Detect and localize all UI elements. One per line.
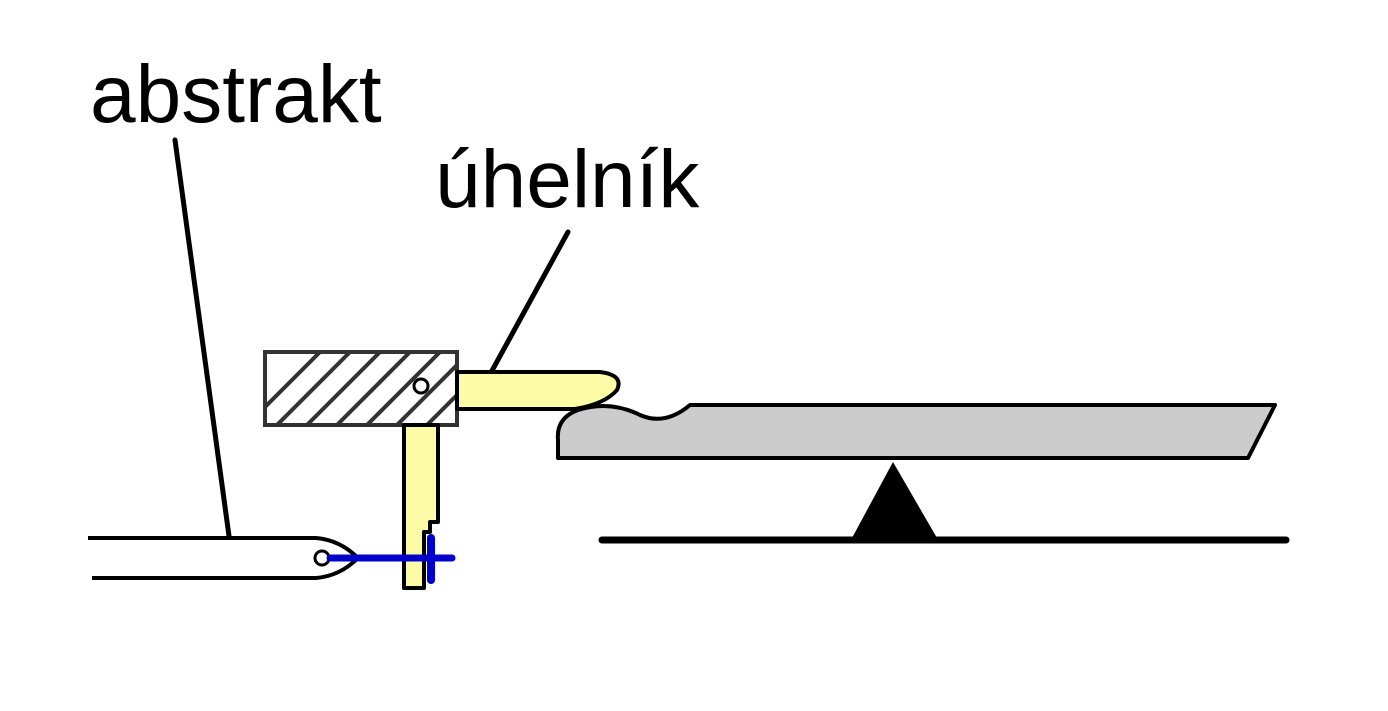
rail-block-hatching	[265, 352, 457, 425]
hatch-line	[265, 352, 322, 410]
key-lever	[555, 403, 1277, 460]
square-vertical-arm	[402, 423, 440, 590]
leader-line-abstrakt	[172, 137, 235, 561]
hatch-line	[364, 352, 442, 425]
key-fulcrum	[852, 462, 937, 538]
hatch-line	[274, 352, 352, 425]
label-uhelnik: úhelník	[435, 134, 700, 225]
hatch-line	[424, 392, 457, 425]
leader-line-uhelnik	[485, 229, 571, 381]
hatch-line	[304, 352, 382, 425]
label-abstrakt: abstrakt	[90, 49, 382, 140]
hatch-line	[334, 352, 412, 425]
square-pivot	[412, 377, 430, 395]
square-horizontal-arm	[455, 370, 621, 411]
